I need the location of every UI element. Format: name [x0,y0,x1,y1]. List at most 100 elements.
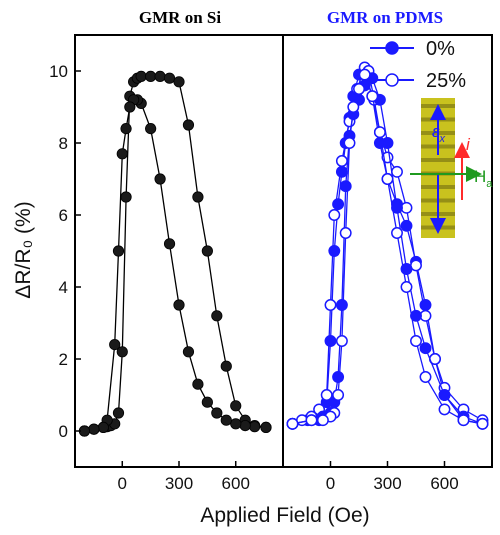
data-point [154,173,166,185]
data-point [438,389,451,401]
inset-band [421,158,455,162]
y-tick-label: 0 [59,422,68,441]
x-tick-label: 0 [326,474,335,493]
x-axis: 0 300 600 0 300 600 [118,461,459,493]
data-point [97,421,109,433]
data-point [239,419,251,432]
y-axis-label: ΔR/R₀ (%) [12,201,35,298]
panel-si [78,70,272,437]
legend-label-0pct: 0% [426,38,455,60]
data-point [324,335,337,347]
data-point [286,417,299,430]
legend: 0% 25% [370,38,466,92]
data-point [154,70,166,83]
data-point [120,191,132,203]
data-point [328,245,341,257]
legend-marker-0pct [385,41,399,55]
y-tick-label: 10 [49,62,68,81]
panel-pdms [286,61,489,430]
data-point [173,76,185,88]
data-point [112,407,125,419]
strain-label: εx [432,122,445,145]
data-point [163,238,176,250]
panel-title-si: GMR on Si [139,8,221,27]
y-tick-label: 2 [59,350,68,369]
data-point [410,309,422,322]
panel-frame-si [74,34,284,468]
data-point [335,165,348,178]
data-point [335,335,348,347]
series-line [84,99,267,432]
data-point [410,335,422,347]
data-point [120,123,132,135]
y-axis: 0 2 4 6 8 10 [49,62,81,441]
data-point [116,148,128,160]
data-point [419,342,432,355]
data-point [145,70,157,83]
data-point [320,389,333,401]
data-point [230,418,242,430]
strain-inset: εx i Ha [410,98,493,238]
data-point [381,173,394,185]
data-point [373,126,386,139]
data-point [324,299,337,311]
data-point [220,414,232,426]
y-tick-label: 4 [59,278,68,297]
data-point [145,123,157,135]
data-point [116,346,128,358]
data-point [366,90,379,103]
data-point [211,407,223,419]
data-point [391,165,403,178]
current-label: i [466,135,471,154]
x-tick-label: 600 [430,474,458,493]
data-point [353,83,365,95]
data-point [476,417,489,430]
data-point [358,68,371,81]
legend-marker-25pct [385,73,399,87]
data-point [163,72,176,84]
data-point [211,310,223,322]
data-point [192,378,204,390]
panel-frame-pdms [282,34,493,468]
x-tick-label: 0 [118,474,127,493]
data-point [400,281,413,293]
data-point [332,371,345,383]
data-point [391,201,403,214]
data-point [173,299,185,311]
data-point [335,299,348,311]
x-tick-label: 600 [222,474,250,493]
data-point [201,396,213,408]
data-point [316,414,329,427]
x-tick-label: 300 [165,474,193,493]
data-point [332,389,345,401]
data-point [124,101,136,113]
data-point [249,421,261,433]
data-point [339,180,352,193]
data-point [335,155,348,167]
data-point [201,245,213,257]
data-point [339,227,352,239]
legend-label-25pct: 25% [426,70,466,92]
y-tick-label: 8 [59,134,68,153]
data-point [438,403,451,416]
data-point [347,101,360,113]
data-point [457,414,470,427]
data-point [305,414,318,427]
data-point [328,209,341,221]
data-point [88,423,100,435]
data-point [391,227,403,239]
inset-band [421,225,455,230]
data-point [135,70,147,83]
data-point [220,360,232,372]
data-point [112,245,125,257]
inset-band [421,104,455,108]
data-point [260,421,272,433]
x-tick-label: 300 [373,474,401,493]
panel-title-pdms: GMR on PDMS [327,8,443,27]
data-point [419,299,432,311]
x-axis-label: Applied Field (Oe) [200,504,369,527]
data-point [230,400,242,412]
data-point [182,119,195,131]
